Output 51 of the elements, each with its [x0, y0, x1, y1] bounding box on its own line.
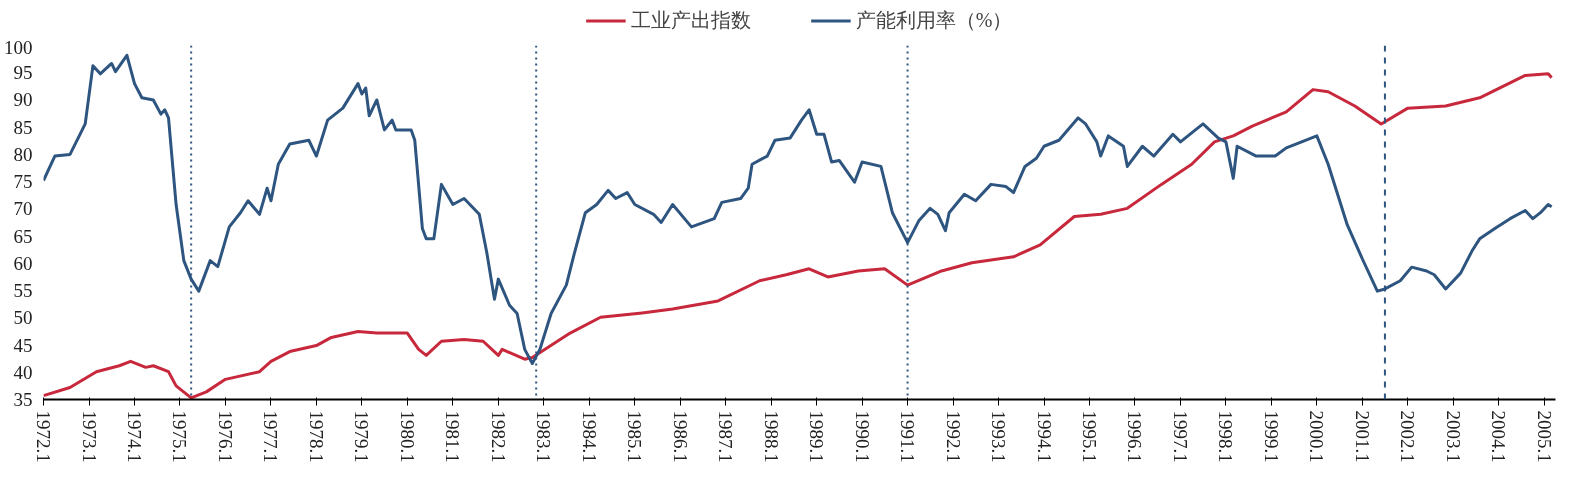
x-tick-label: 1992.1	[942, 410, 964, 463]
x-tick-label: 1990.1	[851, 410, 873, 463]
line-series	[43, 72, 1554, 400]
x-tick-label: 1974.1	[124, 410, 146, 463]
x-tick-label: 1981.1	[442, 410, 464, 463]
y-tick-label: 95	[13, 62, 33, 84]
x-tick-label: 1993.1	[988, 410, 1010, 463]
x-tick-label: 2003.1	[1442, 410, 1464, 463]
x-tick-label: 2001.1	[1351, 410, 1373, 463]
y-tick-label: 90	[13, 89, 33, 111]
legend-label: 产能利用率（%）	[855, 7, 1013, 33]
x-tick-label: 1998.1	[1215, 410, 1237, 463]
x-tick-label: 1976.1	[214, 410, 236, 463]
x-tick-label: 2002.1	[1397, 410, 1419, 463]
x-tick-label: 1979.1	[351, 410, 373, 463]
x-tick-label: 1983.1	[533, 410, 555, 463]
x-tick-label: 1987.1	[715, 410, 737, 463]
y-tick-label: 40	[13, 361, 33, 383]
x-tick-label: 1972.1	[33, 410, 54, 463]
x-tick-label: 1980.1	[396, 410, 418, 463]
legend-label: 工业产出指数	[630, 7, 751, 33]
x-tick-label: 2000.1	[1306, 410, 1328, 463]
x-tick-label: 1999.1	[1260, 410, 1282, 463]
y-tick-label: 75	[13, 171, 33, 193]
x-tick-label: 1985.1	[624, 410, 646, 463]
x-tick-label: 2005.1	[1533, 410, 1555, 463]
x-tick-label: 1995.1	[1078, 410, 1100, 463]
y-tick-label: 80	[13, 143, 33, 165]
x-tick-label: 1996.1	[1124, 410, 1146, 463]
y-tick-label: 65	[13, 225, 33, 247]
y-tick-label: 45	[13, 334, 33, 356]
x-tick-label: 1975.1	[169, 410, 191, 463]
x-tick-label: 2004.1	[1488, 410, 1510, 463]
y-tick-label: 50	[13, 307, 33, 329]
x-tick-label: 1978.1	[305, 410, 327, 463]
x-tick-label: 1994.1	[1033, 410, 1055, 463]
y-tick-label: 60	[13, 252, 33, 274]
x-tick-label: 1982.1	[487, 410, 509, 463]
y-tick-label: 35	[13, 389, 33, 410]
x-tick-label: 1984.1	[578, 410, 600, 463]
x-tick-label: 1997.1	[1169, 410, 1191, 463]
y-tick-label: 55	[13, 280, 33, 302]
x-tick-label: 1986.1	[669, 410, 691, 463]
y-tick-label: 85	[13, 116, 33, 138]
y-tick-label: 100	[4, 36, 33, 58]
x-tick-label: 1977.1	[260, 410, 282, 463]
x-tick-label: 1989.1	[806, 410, 828, 463]
x-tick-label: 1988.1	[760, 410, 782, 463]
x-tick-label: 1991.1	[897, 410, 919, 463]
x-tick-label: 1973.1	[78, 410, 100, 463]
y-tick-label: 70	[13, 198, 33, 220]
